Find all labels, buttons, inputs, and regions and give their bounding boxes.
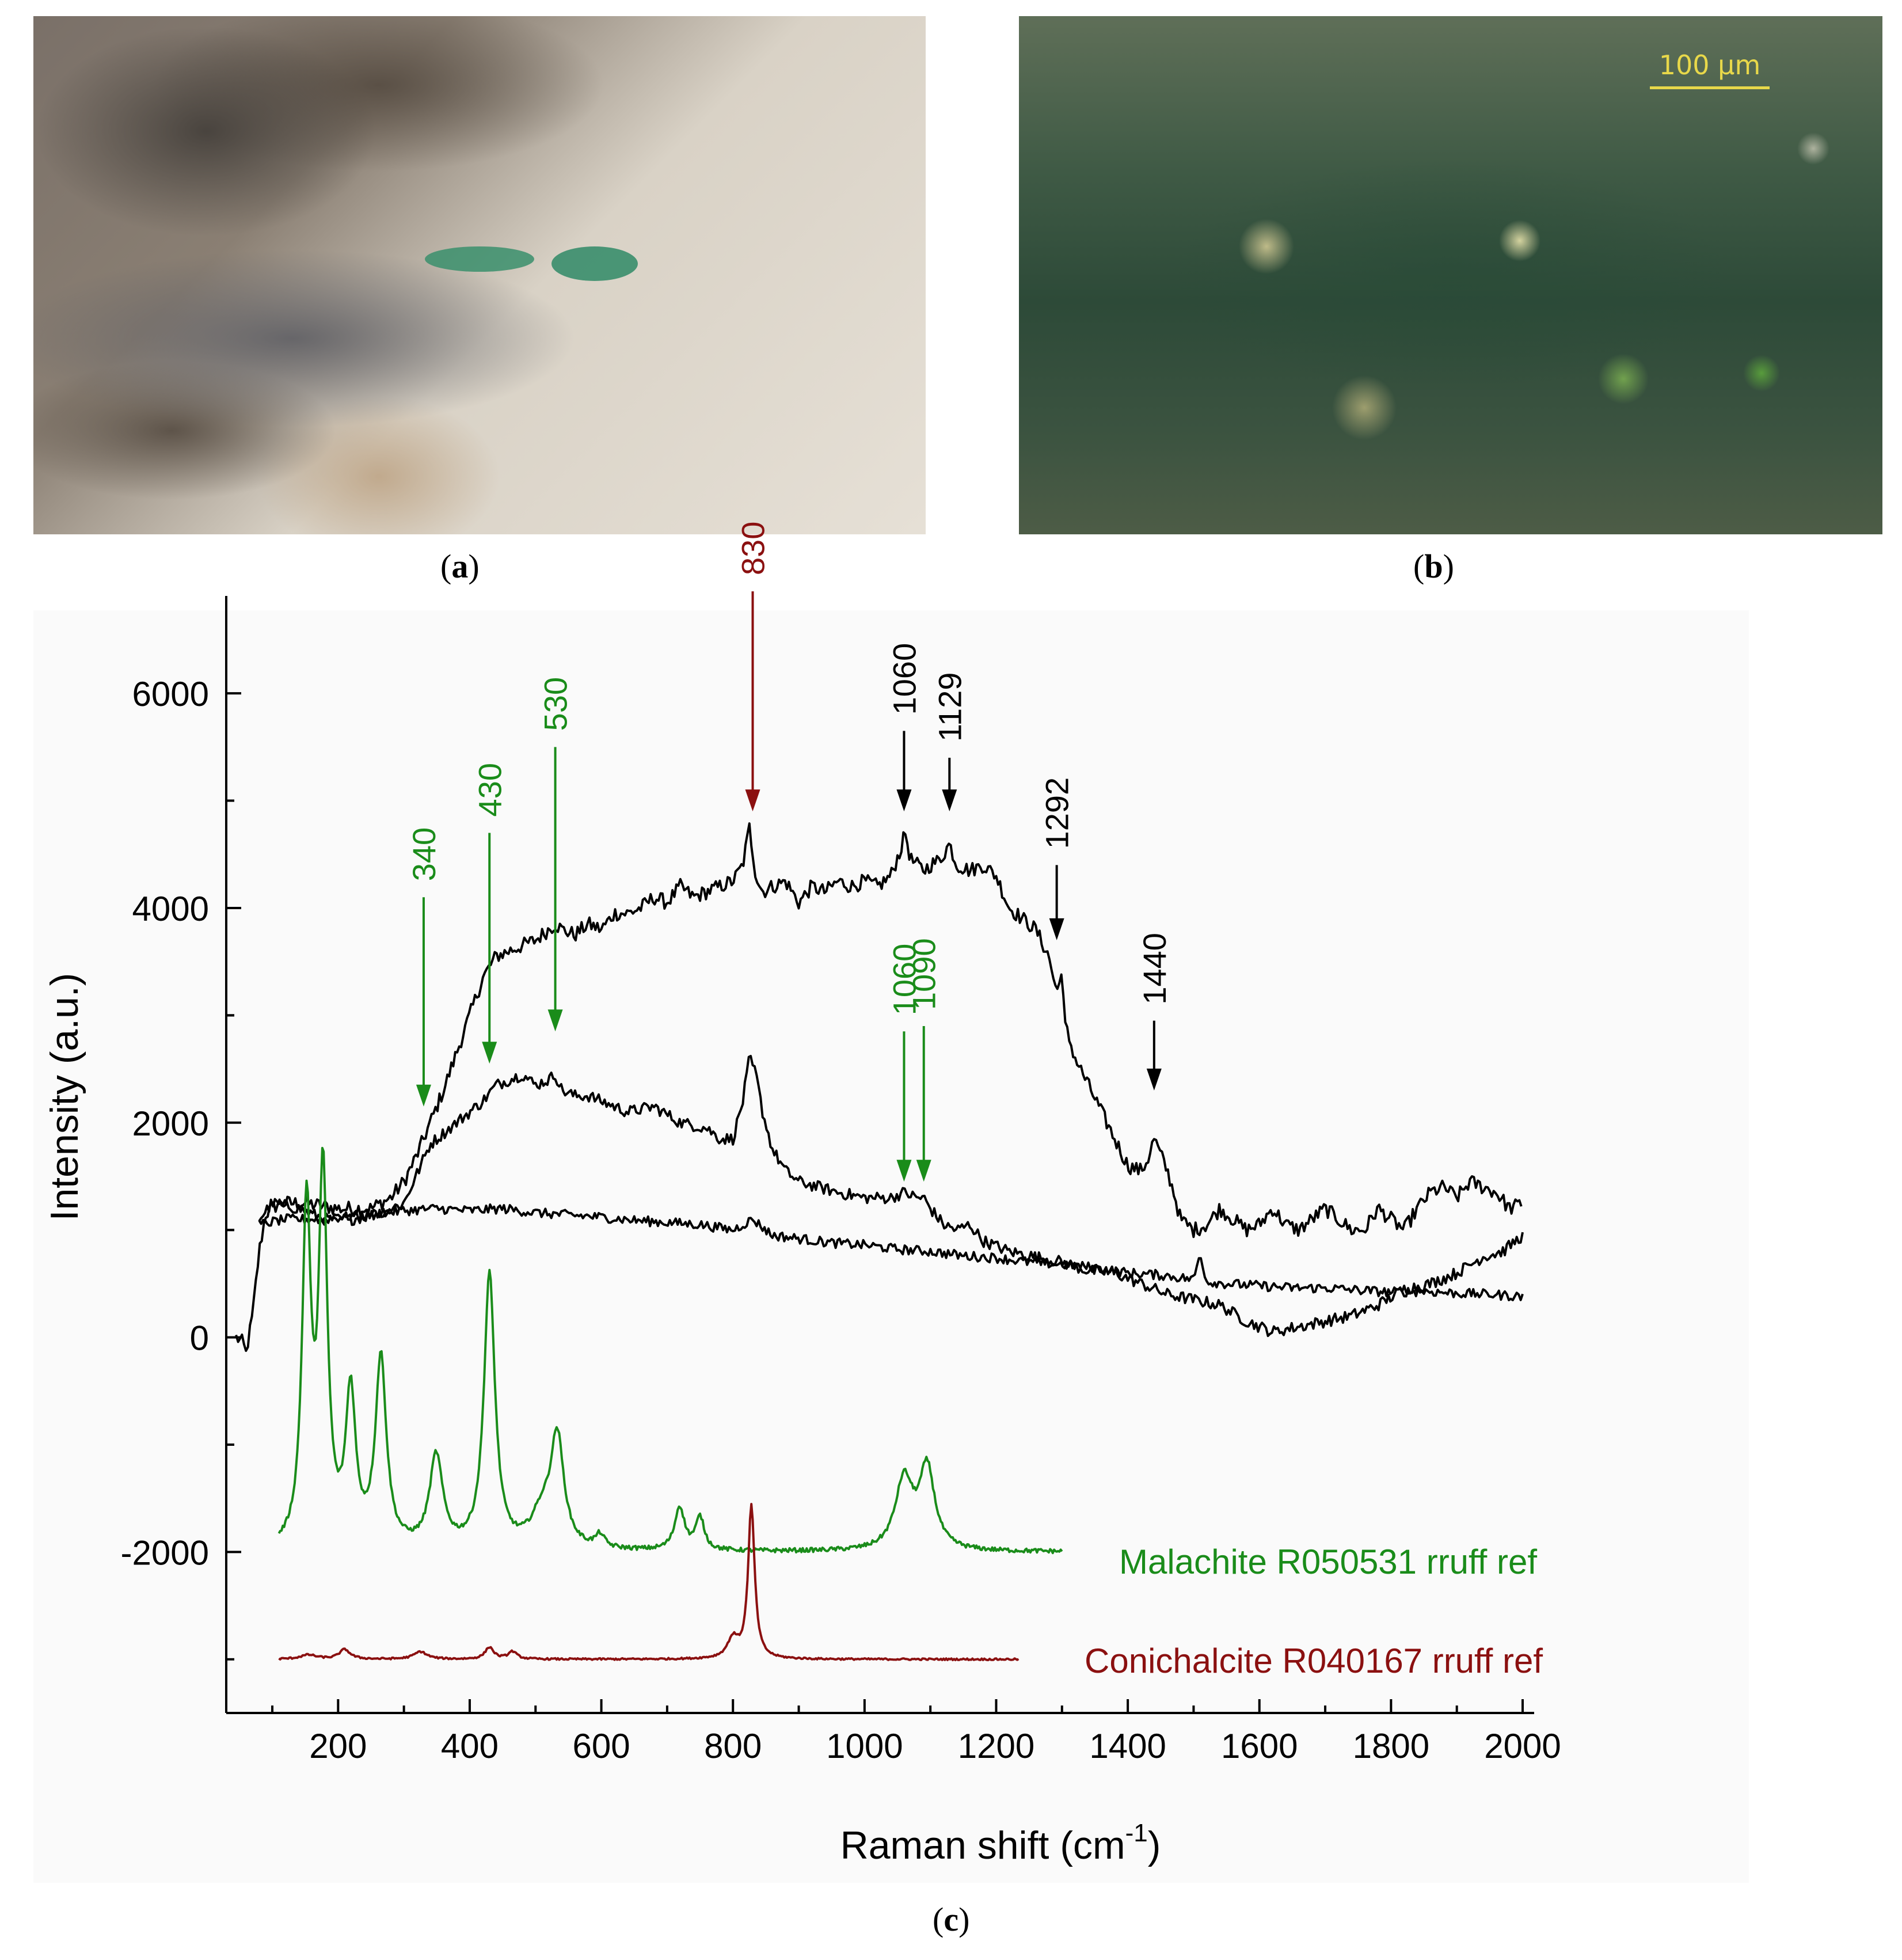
annotation-arrowhead <box>745 789 760 812</box>
annotation-label: 530 <box>538 677 574 731</box>
caption-c: (c) <box>933 1901 970 1938</box>
x-tick-label: 400 <box>441 1727 499 1765</box>
scale-bar-line <box>1650 86 1770 89</box>
series-malachite <box>277 1146 1063 1555</box>
series-conichalcite <box>278 1503 1020 1662</box>
x-tick-label: 600 <box>573 1727 630 1765</box>
annotation-arrowhead <box>1049 918 1064 940</box>
x-tick-label: 800 <box>704 1727 762 1765</box>
photo-panel-a <box>33 16 926 534</box>
annotation-label: 830 <box>735 522 771 575</box>
scale-bar: 100 μm <box>1646 50 1773 107</box>
x-tick-label: 200 <box>309 1727 367 1765</box>
annotation-arrowhead <box>416 1084 431 1107</box>
y-tick-label: 6000 <box>132 675 209 713</box>
scale-bar-label: 100 μm <box>1658 50 1761 81</box>
axis-layer: 200 400 600 800 1000 1200 1400 1600 1800 2000 -200… <box>121 596 1561 1765</box>
series-sample_upper <box>235 822 1523 1352</box>
y-axis-label: Intensity (a.u.) <box>43 973 86 1221</box>
x-tick-label: 1600 <box>1221 1727 1298 1765</box>
annotation-label: 1440 <box>1136 933 1173 1005</box>
legend-malachite: Malachite R050531 rruff ref <box>1119 1543 1537 1581</box>
plot-layer <box>235 822 1524 1662</box>
x-axis-label: Raman shift (cm-1) <box>840 1819 1161 1867</box>
annotation-label: 1060 <box>886 944 922 1016</box>
annotation-label: 1060 <box>886 643 922 715</box>
y-tick-label: 0 <box>190 1319 209 1358</box>
annotation-label: 1129 <box>931 673 968 742</box>
micrograph-panel-b: 100 μm <box>1019 16 1882 534</box>
annotation-label: 1090 <box>906 938 942 1010</box>
annotation-label: 1292 <box>1039 777 1075 849</box>
caption-a: (a) <box>440 548 480 585</box>
series-sample_lower <box>258 1203 1524 1301</box>
annotation-arrowhead <box>916 1160 931 1182</box>
x-tick-label: 2000 <box>1484 1727 1561 1765</box>
x-tick-label: 1200 <box>958 1727 1034 1765</box>
x-tick-label: 1800 <box>1353 1727 1429 1765</box>
x-tick-label: 1000 <box>826 1727 903 1765</box>
annotation-label: 430 <box>471 763 508 816</box>
green-pigment-spot <box>425 246 534 272</box>
annotation-label: 340 <box>406 827 442 881</box>
x-tick-label: 1400 <box>1089 1727 1166 1765</box>
annotation-arrowhead <box>482 1042 497 1064</box>
series-sample_middle <box>258 1055 1524 1338</box>
annotation-arrowhead <box>547 1009 563 1032</box>
y-tick-label: 4000 <box>132 890 209 928</box>
green-pigment-spot <box>551 246 638 281</box>
legend-conichalcite: Conichalcite R040167 rruff ref <box>1085 1642 1543 1680</box>
caption-b: (b) <box>1413 548 1454 585</box>
annotation-arrowhead <box>896 1160 912 1182</box>
annotation-arrowhead <box>942 789 957 812</box>
y-tick-label: 2000 <box>132 1104 209 1143</box>
annotation-arrowhead <box>1146 1068 1162 1091</box>
annotation-arrowhead <box>896 789 912 812</box>
y-tick-label: -2000 <box>121 1533 209 1572</box>
